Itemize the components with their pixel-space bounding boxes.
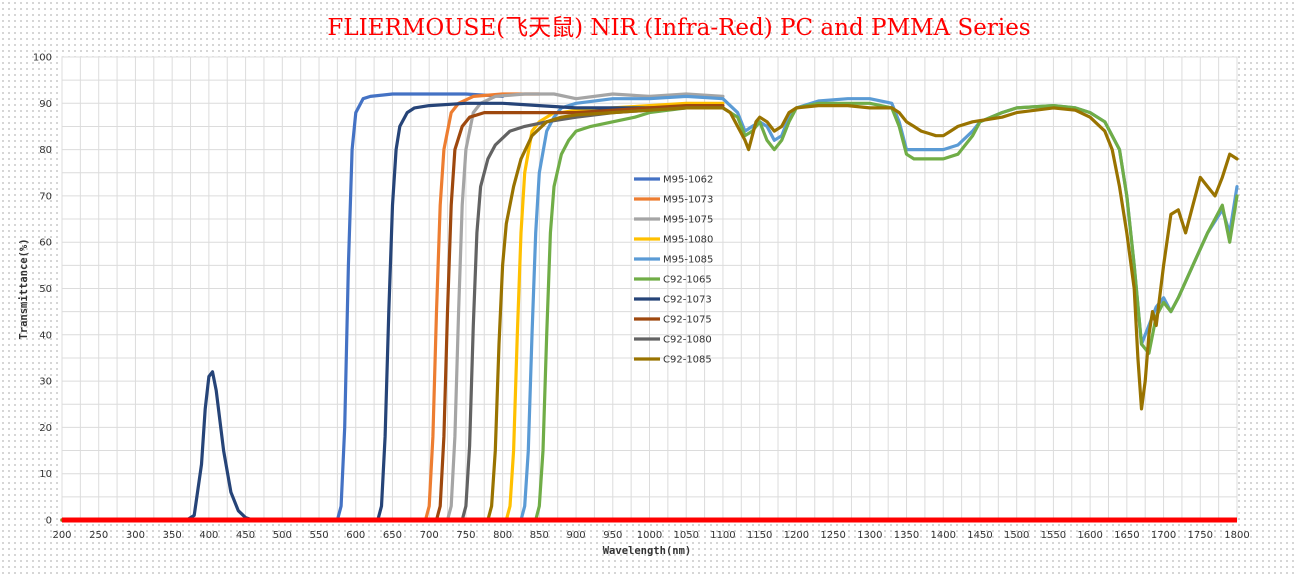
x-tick-label: 1400	[931, 530, 956, 541]
series-line	[60, 92, 541, 522]
x-tick-label: 400	[199, 530, 218, 541]
series-line	[60, 101, 1239, 522]
x-tick-label: 1000	[637, 530, 662, 541]
x-tick-label: 1100	[710, 530, 735, 541]
y-tick-label: 100	[33, 53, 52, 64]
x-tick-label: 1800	[1224, 530, 1249, 541]
legend-entry: C92-1085	[663, 355, 712, 366]
x-tick-label: 750	[456, 530, 475, 541]
legend-entry: M95-1085	[663, 255, 713, 266]
y-tick-label: 80	[39, 145, 52, 156]
legend-entry: C92-1075	[663, 315, 712, 326]
x-tick-label: 1550	[1041, 530, 1066, 541]
x-tick-label: 550	[309, 530, 328, 541]
series-lines	[60, 92, 1239, 523]
y-tick-label: 30	[39, 377, 52, 388]
y-axis-label: Transmittance(%)	[18, 238, 30, 339]
x-tick-label: 200	[52, 530, 71, 541]
legend-entry: M95-1062	[663, 175, 713, 186]
x-tick-label: 650	[383, 530, 402, 541]
x-tick-label: 600	[346, 530, 365, 541]
y-tick-label: 70	[39, 191, 52, 202]
legend-entry: C92-1080	[663, 335, 712, 346]
y-tick-label: 90	[39, 99, 52, 110]
x-tick-label: 1450	[967, 530, 992, 541]
legend-entry: C92-1065	[663, 275, 712, 286]
legend-entry: M95-1080	[663, 235, 713, 246]
y-tick-label: 10	[39, 469, 52, 480]
x-tick-label: 1300	[857, 530, 882, 541]
x-tick-label: 1150	[747, 530, 772, 541]
legend-entry: M95-1075	[663, 215, 713, 226]
x-tick-label: 1500	[1004, 530, 1029, 541]
x-tick-label: 300	[126, 530, 145, 541]
x-tick-label: 900	[567, 530, 586, 541]
x-tick-labels: 200 250 300 350 400 450 500 550 600 650 700 750 800 8…	[52, 530, 1249, 541]
chart-title: FLIERMOUSE(飞天鼠) NIR (Infra-Red) PC and P…	[327, 15, 1030, 41]
x-tick-label: 1750	[1188, 530, 1213, 541]
legend-entry: C92-1073	[663, 295, 712, 306]
y-tick-label: 20	[39, 423, 52, 434]
series-line	[60, 92, 505, 522]
x-tick-label: 1250	[820, 530, 845, 541]
x-tick-label: 250	[89, 530, 108, 541]
x-tick-label: 1650	[1114, 530, 1139, 541]
gridlines	[61, 56, 1238, 521]
y-tick-label: 50	[39, 284, 52, 295]
x-tick-label: 450	[236, 530, 255, 541]
x-tick-label: 350	[163, 530, 182, 541]
x-tick-label: 700	[420, 530, 439, 541]
x-tick-label: 1700	[1151, 530, 1176, 541]
legend-entry: M95-1073	[663, 195, 713, 206]
y-tick-labels: 0 10 20 30 40 50 60 70 80 90 100	[33, 53, 52, 527]
y-tick-label: 40	[39, 330, 52, 341]
x-tick-label: 1200	[784, 530, 809, 541]
series-line	[60, 103, 725, 522]
legend: M95-1062 M95-1073 M95-1075 M95-1080 M95-1085…	[634, 175, 713, 366]
x-tick-label: 500	[273, 530, 292, 541]
y-tick-label: 0	[46, 516, 52, 527]
x-tick-label: 800	[493, 530, 512, 541]
x-tick-label: 950	[603, 530, 622, 541]
y-tick-label: 60	[39, 238, 52, 249]
x-tick-label: 850	[530, 530, 549, 541]
x-tick-label: 1350	[894, 530, 919, 541]
x-tick-label: 1600	[1077, 530, 1102, 541]
series-line	[60, 103, 1239, 522]
x-tick-label: 1050	[673, 530, 698, 541]
x-axis-label: Wavelength(nm)	[603, 545, 692, 557]
